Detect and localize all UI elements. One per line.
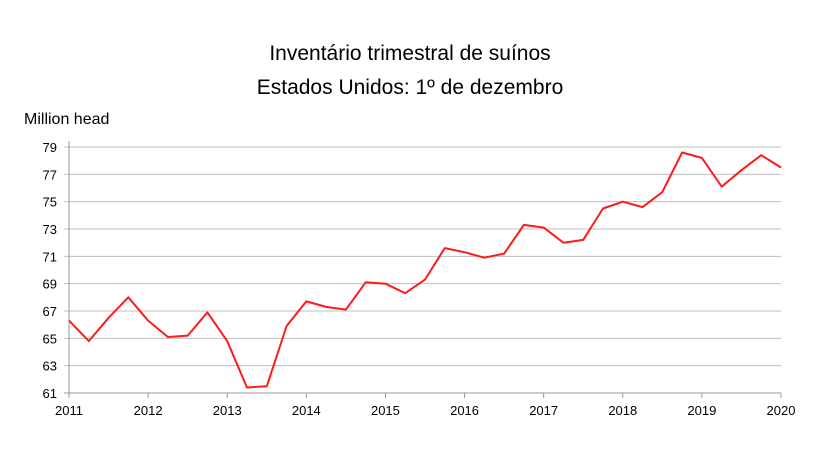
y-tick-label: 75 <box>43 195 57 210</box>
y-tick-label: 73 <box>43 222 57 237</box>
x-tick-label: 2020 <box>767 403 796 418</box>
x-tick-label: 2013 <box>213 403 242 418</box>
y-tick-label: 77 <box>43 167 57 182</box>
y-axis-label: Million head <box>24 111 110 128</box>
y-tick-label: 69 <box>43 277 57 292</box>
series-line <box>68 151 782 389</box>
chart-subtitle: Estados Unidos: 1º de dezembro <box>256 76 564 99</box>
y-tick-label: 61 <box>43 386 57 401</box>
y-tick-label: 63 <box>43 359 57 374</box>
x-tick-label: 2015 <box>371 403 400 418</box>
y-tick-label: 71 <box>43 249 57 264</box>
chart-title: Inventário trimestral de suínos <box>269 42 551 65</box>
x-tick-label: 2016 <box>450 403 479 418</box>
x-tick-label: 2019 <box>687 403 716 418</box>
x-tick-label: 2012 <box>134 403 163 418</box>
y-tick-label: 79 <box>43 140 57 155</box>
x-tick-label: 2017 <box>529 403 558 418</box>
y-tick-label: 65 <box>43 331 57 346</box>
x-tick-label: 2018 <box>608 403 637 418</box>
x-tick-label: 2011 <box>55 403 83 418</box>
x-tick-label: 2014 <box>292 403 321 418</box>
y-tick-label: 67 <box>43 304 57 319</box>
